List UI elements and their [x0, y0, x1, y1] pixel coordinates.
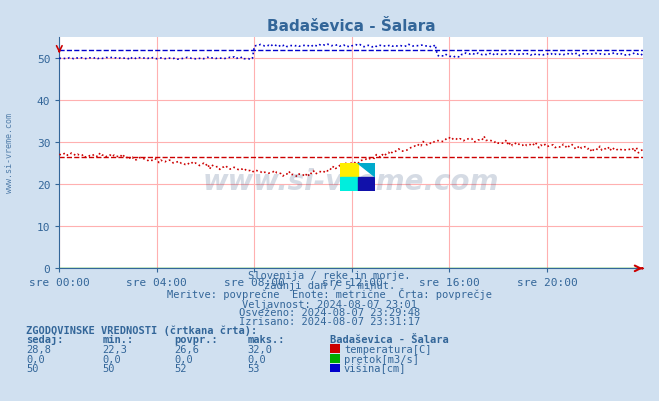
Text: Meritve: povprečne  Enote: metrične  Črta: povprečje: Meritve: povprečne Enote: metrične Črta:…: [167, 288, 492, 300]
Text: www.si-vreme.com: www.si-vreme.com: [203, 167, 499, 195]
Text: pretok[m3/s]: pretok[m3/s]: [344, 354, 419, 364]
Bar: [340, 178, 358, 191]
Text: Veljavnost: 2024-08-07 23:01: Veljavnost: 2024-08-07 23:01: [242, 299, 417, 309]
Text: 0,0: 0,0: [247, 354, 266, 364]
Text: maks.:: maks.:: [247, 334, 285, 344]
Text: 22,3: 22,3: [102, 344, 127, 354]
Text: višina[cm]: višina[cm]: [344, 363, 407, 373]
Text: Slovenija / reke in morje.: Slovenija / reke in morje.: [248, 271, 411, 281]
Polygon shape: [358, 164, 375, 178]
Text: 52: 52: [175, 363, 187, 373]
Bar: [340, 164, 358, 178]
Text: 0,0: 0,0: [102, 354, 121, 364]
Text: temperatura[C]: temperatura[C]: [344, 344, 432, 354]
Text: Badaševica - Šalara: Badaševica - Šalara: [330, 334, 448, 344]
Text: min.:: min.:: [102, 334, 133, 344]
Text: www.si-vreme.com: www.si-vreme.com: [5, 112, 14, 192]
Text: 32,0: 32,0: [247, 344, 272, 354]
Text: 28,8: 28,8: [26, 344, 51, 354]
Text: ZGODOVINSKE VREDNOSTI (črtkana črta):: ZGODOVINSKE VREDNOSTI (črtkana črta):: [26, 325, 258, 336]
Text: 50: 50: [26, 363, 39, 373]
Title: Badaševica - Šalara: Badaševica - Šalara: [267, 19, 435, 34]
Text: 0,0: 0,0: [26, 354, 45, 364]
Text: 0,0: 0,0: [175, 354, 193, 364]
Text: Osveženo: 2024-08-07 23:29:48: Osveženo: 2024-08-07 23:29:48: [239, 308, 420, 318]
Text: 50: 50: [102, 363, 115, 373]
Text: povpr.:: povpr.:: [175, 334, 218, 344]
Text: zadnji dan / 5 minut.: zadnji dan / 5 minut.: [264, 280, 395, 290]
Text: 53: 53: [247, 363, 260, 373]
Text: 26,6: 26,6: [175, 344, 200, 354]
Text: Izrisano: 2024-08-07 23:31:17: Izrisano: 2024-08-07 23:31:17: [239, 316, 420, 326]
Bar: [358, 178, 375, 191]
Text: sedaj:: sedaj:: [26, 334, 64, 344]
